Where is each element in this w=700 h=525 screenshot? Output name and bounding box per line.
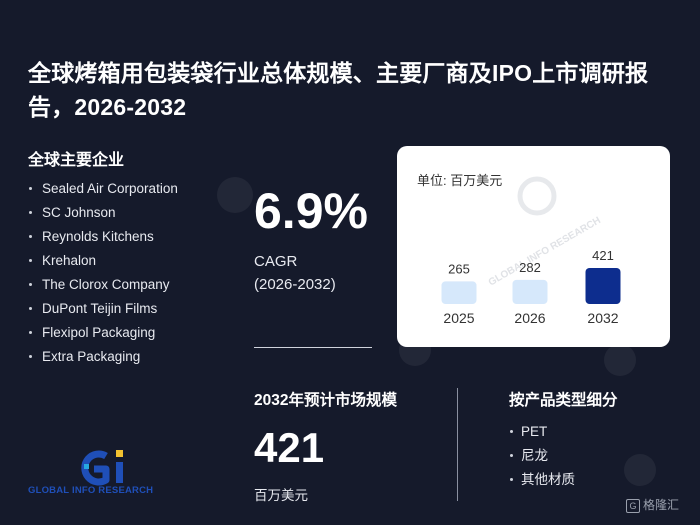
- logo-text: GLOBAL INFO RESEARCH: [28, 485, 154, 496]
- market-unit: 百万美元: [254, 488, 308, 503]
- vertical-divider: [457, 388, 458, 501]
- brand-mark: G 格隆汇: [626, 496, 679, 513]
- divider-line: [254, 347, 372, 348]
- watermark-text: GLOBAL INFO RESEARCH: [487, 215, 603, 288]
- segment-item: 尼龙: [509, 445, 575, 469]
- company-item: Flexipol Packaging: [28, 322, 178, 346]
- cagr-label-block: CAGR (2026-2032): [254, 250, 336, 296]
- chart-unit-label: 单位: 百万美元: [417, 173, 503, 188]
- segment-item: 其他材质: [509, 469, 575, 493]
- bar-2026: [512, 279, 548, 304]
- company-item: DuPont Teijin Films: [28, 298, 178, 322]
- brand-g-icon: G: [626, 498, 640, 513]
- bar-chart: GLOBAL INFO RESEARCH 265 2025 282 2026 421 20…: [441, 176, 621, 326]
- bar-2032: [585, 268, 621, 304]
- page-title: 全球烤箱用包装袋行业总体规模、主要厂商及IPO上市调研报告，2026-2032: [28, 60, 649, 120]
- company-item: Sealed Air Corporation: [28, 178, 178, 202]
- segments-heading: 按产品类型细分: [509, 392, 618, 409]
- segment-item: PET: [509, 421, 575, 445]
- chart-card: GLOBAL INFO RESEARCH 265 2025 282 2026 421 20…: [397, 146, 670, 347]
- card-watermark: GLOBAL INFO RESEARCH: [487, 176, 603, 288]
- bar-value-label: 265: [448, 261, 470, 276]
- companies-heading: 全球主要企业: [28, 152, 125, 169]
- bar-value-label: 282: [519, 260, 541, 275]
- company-list: Sealed Air Corporation SC Johnson Reynol…: [28, 178, 178, 370]
- category-label: 2032: [587, 310, 618, 326]
- company-item: Reynolds Kitchens: [28, 226, 178, 250]
- market-value: 421: [254, 424, 325, 471]
- bar-2025: [441, 281, 477, 304]
- company-item: Krehalon: [28, 250, 178, 274]
- cagr-period: (2026-2032): [254, 276, 336, 293]
- segment-list: PET 尼龙 其他材质: [509, 421, 575, 493]
- brand-text: 格隆汇: [643, 498, 680, 512]
- category-label: 2026: [514, 310, 545, 326]
- cagr-value: 6.9%: [254, 183, 368, 239]
- bar-value-label: 421: [592, 248, 614, 263]
- market-heading: 2032年预计市场规模: [254, 392, 397, 409]
- gir-logo-icon: [81, 450, 123, 486]
- cagr-label: CAGR: [254, 253, 298, 270]
- category-label: 2025: [443, 310, 474, 326]
- company-item: The Clorox Company: [28, 274, 178, 298]
- company-item: Extra Packaging: [28, 346, 178, 370]
- company-item: SC Johnson: [28, 202, 178, 226]
